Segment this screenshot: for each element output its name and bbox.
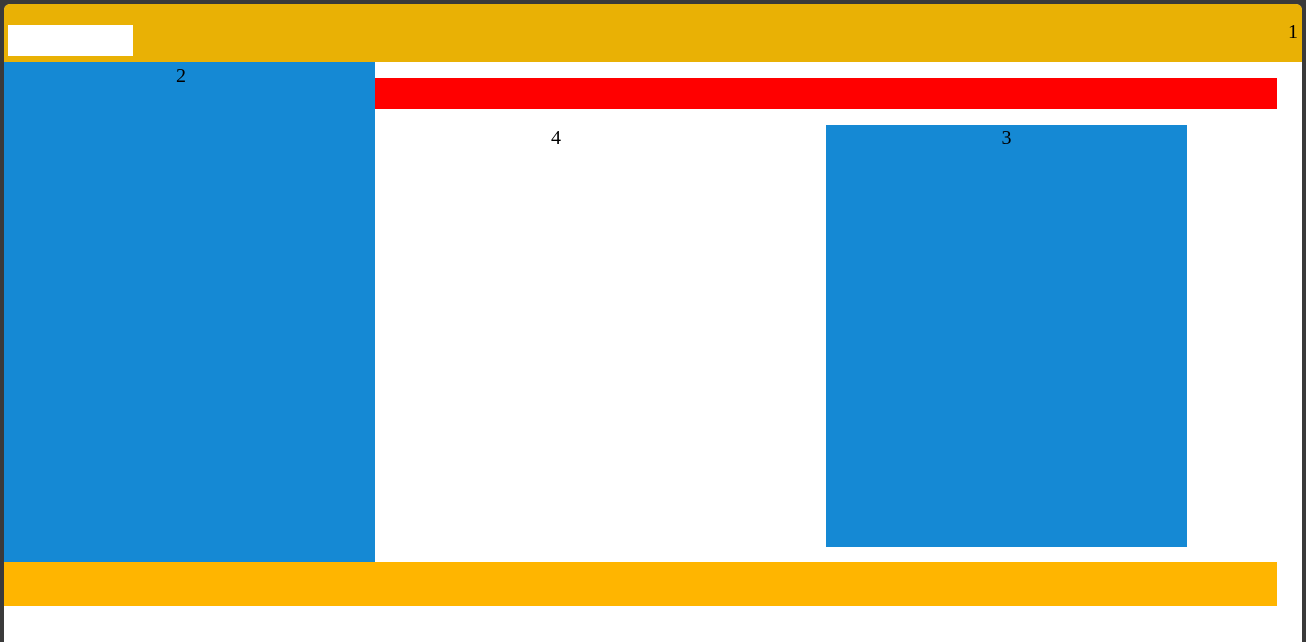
alert-bar: [375, 78, 1277, 109]
header-bar: 1: [4, 4, 1302, 62]
content-panel: 3: [826, 125, 1187, 547]
app-window: 1 2 4 3: [4, 4, 1302, 642]
footer-bar: [4, 562, 1277, 606]
header-input-box[interactable]: [8, 25, 133, 56]
sidebar: 2: [4, 62, 375, 562]
main-content-label: 4: [551, 127, 561, 149]
content-panel-label: 3: [1001, 127, 1012, 149]
sidebar-label: 2: [176, 65, 186, 87]
header-label: 1: [1288, 21, 1298, 43]
